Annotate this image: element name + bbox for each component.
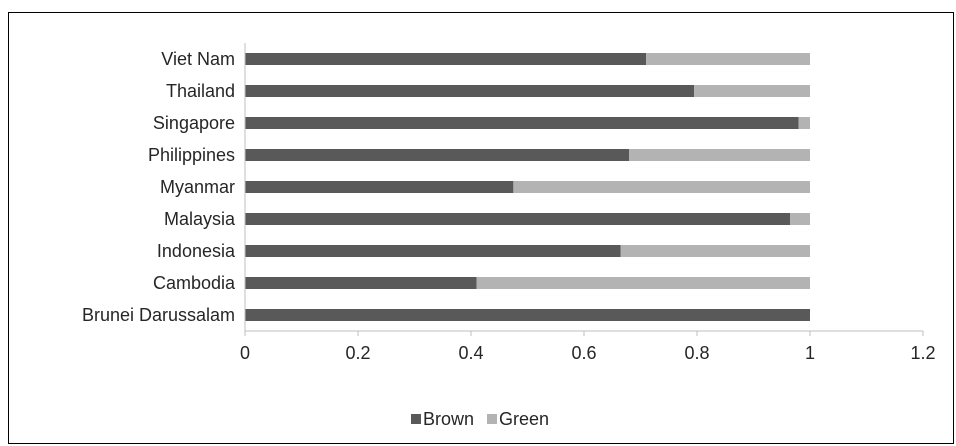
bar-green-indonesia — [620, 245, 810, 257]
x-tick-label: 1 — [805, 343, 815, 363]
bar-brown-cambodia — [245, 277, 477, 289]
labels-layer: Brunei Darussalam Cambodia Indonesia Malays… — [82, 49, 936, 363]
bar-green-thailand — [694, 85, 810, 97]
bar-green-philippines — [629, 149, 810, 161]
x-tick-label: 0.8 — [684, 343, 709, 363]
legend-label-green: Green — [499, 409, 549, 429]
legend: Brown Green — [411, 409, 549, 429]
bars-layer — [245, 53, 810, 321]
bar-green-viet-nam — [646, 53, 810, 65]
x-tick-label: 0.6 — [571, 343, 596, 363]
x-tick-label: 0 — [240, 343, 250, 363]
stacked-bar-chart: Brunei Darussalam Cambodia Indonesia Malays… — [82, 43, 936, 429]
x-tick-label: 0.4 — [458, 343, 483, 363]
bar-brown-indonesia — [245, 245, 621, 257]
chart-frame: Brunei Darussalam Cambodia Indonesia Malays… — [8, 12, 954, 444]
category-label: Brunei Darussalam — [82, 305, 235, 325]
category-label: Singapore — [153, 113, 235, 133]
legend-swatch-green — [487, 414, 497, 424]
bar-brown-malaysia — [245, 213, 791, 225]
bar-green-myanmar — [513, 181, 810, 193]
category-label: Malaysia — [164, 209, 236, 229]
bar-brown-viet-nam — [245, 53, 647, 65]
legend-label-brown: Brown — [423, 409, 474, 429]
x-tick-label: 0.2 — [345, 343, 370, 363]
bar-green-singapore — [798, 117, 810, 129]
category-label: Viet Nam — [161, 49, 235, 69]
bar-green-malaysia — [790, 213, 810, 225]
category-label: Cambodia — [153, 273, 236, 293]
bar-brown-singapore — [245, 117, 799, 129]
bar-brown-brunei-darussalam — [245, 309, 810, 321]
axis-layer — [244, 43, 924, 336]
category-label: Philippines — [148, 145, 235, 165]
bar-brown-myanmar — [245, 181, 514, 193]
bar-brown-philippines — [245, 149, 630, 161]
category-label: Indonesia — [157, 241, 236, 261]
bar-brown-thailand — [245, 85, 695, 97]
bar-green-cambodia — [476, 277, 810, 289]
category-label: Myanmar — [160, 177, 235, 197]
category-label: Thailand — [166, 81, 235, 101]
legend-swatch-brown — [411, 414, 421, 424]
x-tick-label: 1.2 — [910, 343, 935, 363]
